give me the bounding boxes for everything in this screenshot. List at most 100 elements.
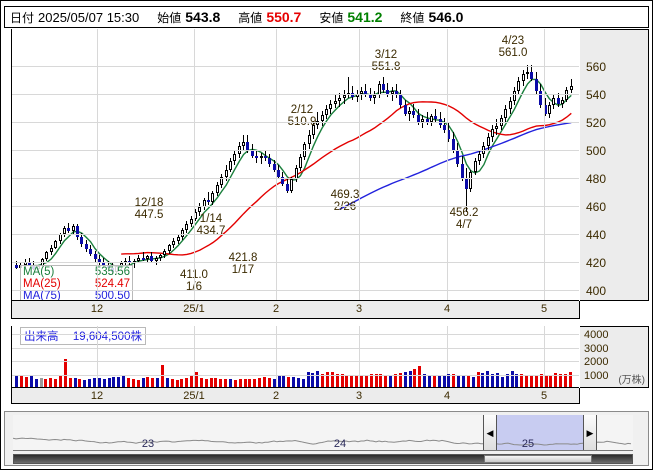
- candle-body-up: [298, 157, 302, 169]
- volume-bar: [185, 378, 189, 387]
- volume-bar: [316, 370, 320, 387]
- gridline-horizontal: [12, 94, 579, 95]
- candle-body-up: [390, 91, 394, 94]
- candle-body-down: [207, 200, 211, 203]
- candle-body-down: [539, 91, 543, 106]
- volume-bar: [398, 373, 402, 387]
- volume-bar: [107, 377, 111, 387]
- volume-bar: [68, 377, 72, 387]
- volume-bar: [534, 374, 538, 387]
- gridline-horizontal: [12, 234, 579, 235]
- volume-bar: [350, 375, 354, 387]
- annotation-line-1: 4/23: [501, 35, 525, 47]
- volume-bar: [44, 379, 48, 387]
- candle-wick: [146, 255, 148, 264]
- navigator-left-handle[interactable]: ◀: [483, 415, 497, 450]
- volume-plot-area[interactable]: 出来高 19,604,500株: [11, 326, 579, 388]
- candle-body-up: [154, 257, 158, 261]
- gridline-horizontal: [12, 66, 579, 67]
- volume-bar: [122, 376, 126, 387]
- volume-x-tick-label: 3: [355, 390, 363, 402]
- ma-legend: MA(5) 535.56 MA(25) 524.47 MA(75) 500.50: [20, 265, 133, 301]
- range-navigator[interactable]: 23 24 25 ◀ ▶: [4, 411, 649, 466]
- candle-body-up: [552, 98, 556, 106]
- gridline-horizontal: [12, 262, 579, 263]
- annotation-line-1: 1/14: [199, 213, 223, 225]
- volume-bar: [461, 375, 465, 387]
- volume-bar: [141, 377, 145, 387]
- gridline-vertical: [97, 326, 98, 387]
- candle-body-up: [521, 74, 525, 82]
- candle-body-down: [434, 116, 438, 120]
- navigator-right-handle[interactable]: ▶: [583, 415, 597, 450]
- ma25-label: MA(25): [23, 277, 61, 290]
- volume-value: 19,604,500株: [72, 331, 142, 343]
- candle-body-down: [381, 84, 385, 90]
- volume-bar: [253, 378, 257, 387]
- scrollbar-thumb[interactable]: [484, 455, 592, 463]
- candle-body-up: [137, 257, 141, 261]
- candle-body-down: [277, 169, 281, 177]
- candle-body-up: [429, 116, 433, 122]
- candle-body-down: [443, 124, 447, 131]
- x-tick-label: 4: [443, 303, 451, 315]
- candle-body-down: [76, 225, 80, 237]
- gridline-horizontal: [12, 334, 579, 336]
- candle-body-up: [145, 256, 149, 260]
- volume-bar: [160, 365, 164, 387]
- candle-body-down: [67, 228, 71, 232]
- candle-body-up: [163, 250, 167, 255]
- volume-bar: [282, 375, 286, 387]
- gridline-vertical: [276, 29, 277, 300]
- candle-body-up: [62, 228, 66, 234]
- candle-body-down: [141, 257, 145, 260]
- volume-x-tick-label: 4: [443, 390, 451, 402]
- volume-bar: [20, 375, 24, 387]
- volume-bar: [330, 371, 334, 387]
- candle-wick: [208, 192, 210, 205]
- volume-bar: [563, 374, 567, 387]
- navigator-year-label: 23: [141, 438, 155, 450]
- annotation-line-2: 551.8: [371, 61, 401, 73]
- low-value: 541.2: [347, 9, 383, 25]
- candle-body-down: [246, 141, 250, 150]
- candle-body-down: [84, 243, 88, 250]
- navigator-selection-region[interactable]: [497, 415, 583, 450]
- candle-body-up: [547, 105, 551, 114]
- candle-body-up: [561, 99, 565, 104]
- volume-bar: [151, 377, 155, 387]
- volume-bar: [102, 378, 106, 387]
- ma75-value: 500.50: [94, 289, 130, 301]
- candle-body-up: [49, 248, 53, 253]
- candle-body-down: [556, 98, 560, 104]
- gridline-horizontal: [12, 150, 579, 151]
- ma-legend-row-5: MA(5) 535.56: [23, 266, 130, 279]
- price-annotation: 469.3 2/26: [331, 189, 360, 213]
- volume-bar: [248, 379, 252, 387]
- volume-bar: [146, 377, 150, 387]
- candle-body-up: [198, 207, 202, 212]
- volume-bar: [194, 372, 198, 387]
- candle-body-up: [320, 115, 324, 121]
- gridline-vertical: [276, 326, 277, 387]
- volume-bar: [364, 374, 368, 387]
- price-annotation: 456.2 4/7: [450, 207, 479, 231]
- candle-body-up: [504, 109, 508, 118]
- annotation-line-1: 421.8: [228, 252, 258, 264]
- volume-bar: [360, 375, 364, 387]
- candle-body-up: [333, 101, 337, 104]
- candle-body-up: [508, 101, 512, 110]
- volume-bar: [258, 377, 262, 387]
- gridline-horizontal: [12, 374, 579, 376]
- horizontal-scrollbar[interactable]: [13, 454, 633, 464]
- candle-body-down: [460, 164, 464, 178]
- volume-bar: [199, 377, 203, 387]
- price-annotation: 4/23 561.0: [499, 35, 528, 59]
- candle-body-up: [421, 119, 425, 122]
- volume-bar: [29, 374, 33, 387]
- candle-body-down: [438, 119, 442, 125]
- price-plot-area[interactable]: 12/18447.5411.01/61/14434.7421.81/172/12…: [11, 29, 579, 301]
- volume-bar: [219, 378, 223, 387]
- navigator-overview-chart[interactable]: 23 24 25 ◀ ▶: [13, 415, 633, 451]
